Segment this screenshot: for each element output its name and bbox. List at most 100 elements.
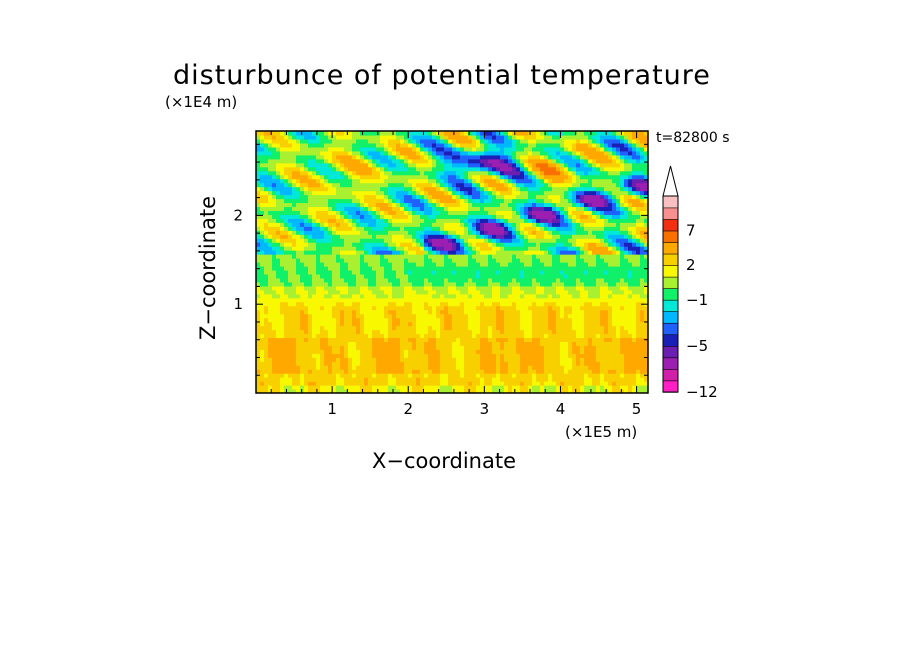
heatmap-cell [472, 234, 477, 239]
heatmap-cell [496, 226, 501, 231]
heatmap-cell [380, 329, 385, 335]
heatmap-cell [540, 206, 545, 211]
heatmap-cell [444, 273, 449, 279]
heatmap-cell [480, 178, 485, 184]
heatmap-cell [352, 222, 357, 227]
heatmap-cell [360, 373, 365, 378]
heatmap-cell [264, 289, 269, 295]
heatmap-cell [304, 146, 309, 152]
heatmap-cell [348, 154, 353, 160]
heatmap-cell [276, 289, 281, 295]
heatmap-cell [332, 210, 337, 215]
heatmap-cell [500, 186, 505, 192]
heatmap-cell [416, 138, 421, 144]
heatmap-cell [508, 269, 513, 275]
heatmap-cell [320, 210, 325, 215]
heatmap-cell [308, 321, 313, 327]
heatmap-cell [536, 345, 541, 350]
heatmap-cell [500, 234, 505, 239]
heatmap-cell [472, 142, 477, 148]
heatmap-cell [260, 226, 265, 231]
heatmap-cell [284, 289, 289, 295]
heatmap-cell [464, 361, 469, 366]
heatmap-cell [360, 293, 365, 299]
heatmap-cell [316, 166, 321, 172]
heatmap-cell [428, 242, 433, 247]
heatmap-cell [488, 222, 493, 227]
heatmap-cell [524, 174, 529, 180]
heatmap-cell [412, 273, 417, 279]
heatmap-cell [368, 254, 373, 259]
heatmap-cell [436, 242, 441, 247]
heatmap-cell [328, 349, 333, 354]
heatmap-cell [436, 210, 441, 215]
heatmap-cell [536, 142, 541, 148]
heatmap-cell [528, 281, 533, 287]
heatmap-cell [320, 206, 325, 211]
heatmap-cell [480, 377, 485, 382]
heatmap-cell [552, 262, 557, 267]
heatmap-cell [432, 166, 437, 172]
heatmap-cell [508, 329, 513, 335]
heatmap-cell [432, 238, 437, 243]
heatmap-cell [348, 365, 353, 370]
heatmap-cell [492, 146, 497, 152]
heatmap-cell [312, 162, 317, 168]
heatmap-cell [460, 206, 465, 211]
heatmap-cell [268, 138, 273, 144]
heatmap-cell [472, 361, 477, 366]
heatmap-cell [392, 150, 397, 156]
heatmap-cell [504, 273, 509, 279]
heatmap-cell [324, 238, 329, 243]
heatmap-cell [376, 138, 381, 144]
heatmap-cell [356, 381, 361, 386]
heatmap-cell [524, 194, 529, 200]
heatmap-cell [292, 317, 297, 323]
heatmap-cell [388, 262, 393, 267]
heatmap-cell [276, 158, 281, 164]
heatmap-cell [272, 317, 277, 323]
heatmap-cell [500, 154, 505, 160]
heatmap-cell [416, 357, 421, 362]
heatmap-cell [452, 182, 457, 188]
heatmap-cell [476, 170, 481, 176]
heatmap-cell [264, 349, 269, 354]
heatmap-cell [332, 202, 337, 208]
heatmap-cell [280, 293, 285, 299]
heatmap-cell [496, 174, 501, 180]
heatmap-cell [376, 186, 381, 192]
heatmap-cell [364, 313, 369, 319]
heatmap-cell [356, 250, 361, 255]
heatmap-cell [296, 186, 301, 192]
heatmap-cell [448, 218, 453, 223]
heatmap-cell [460, 190, 465, 196]
heatmap-cell [520, 230, 525, 235]
heatmap-cell [268, 345, 273, 350]
heatmap-cell [416, 297, 421, 303]
heatmap-cell [492, 206, 497, 211]
heatmap-cell [364, 134, 369, 140]
heatmap-cell [484, 389, 489, 393]
heatmap-cell [444, 218, 449, 223]
heatmap-cell [320, 142, 325, 148]
heatmap-cell [272, 214, 277, 219]
heatmap-cell [328, 150, 333, 156]
heatmap-cell [444, 301, 449, 307]
heatmap-cell [456, 198, 461, 204]
heatmap-cell [532, 150, 537, 156]
heatmap-cell [492, 357, 497, 362]
heatmap-cell [468, 242, 473, 247]
heatmap-cell [268, 214, 273, 219]
heatmap-cell [524, 178, 529, 184]
heatmap-cell [356, 349, 361, 354]
heatmap-cell [288, 238, 293, 243]
heatmap-cell [428, 194, 433, 200]
heatmap-cell [544, 262, 549, 267]
heatmap-cell [460, 170, 465, 176]
heatmap-cell [460, 373, 465, 378]
heatmap-cell [396, 150, 401, 156]
heatmap-cell [424, 321, 429, 327]
heatmap-cell [456, 158, 461, 164]
heatmap-cell [540, 158, 545, 164]
heatmap-cell [260, 166, 265, 172]
